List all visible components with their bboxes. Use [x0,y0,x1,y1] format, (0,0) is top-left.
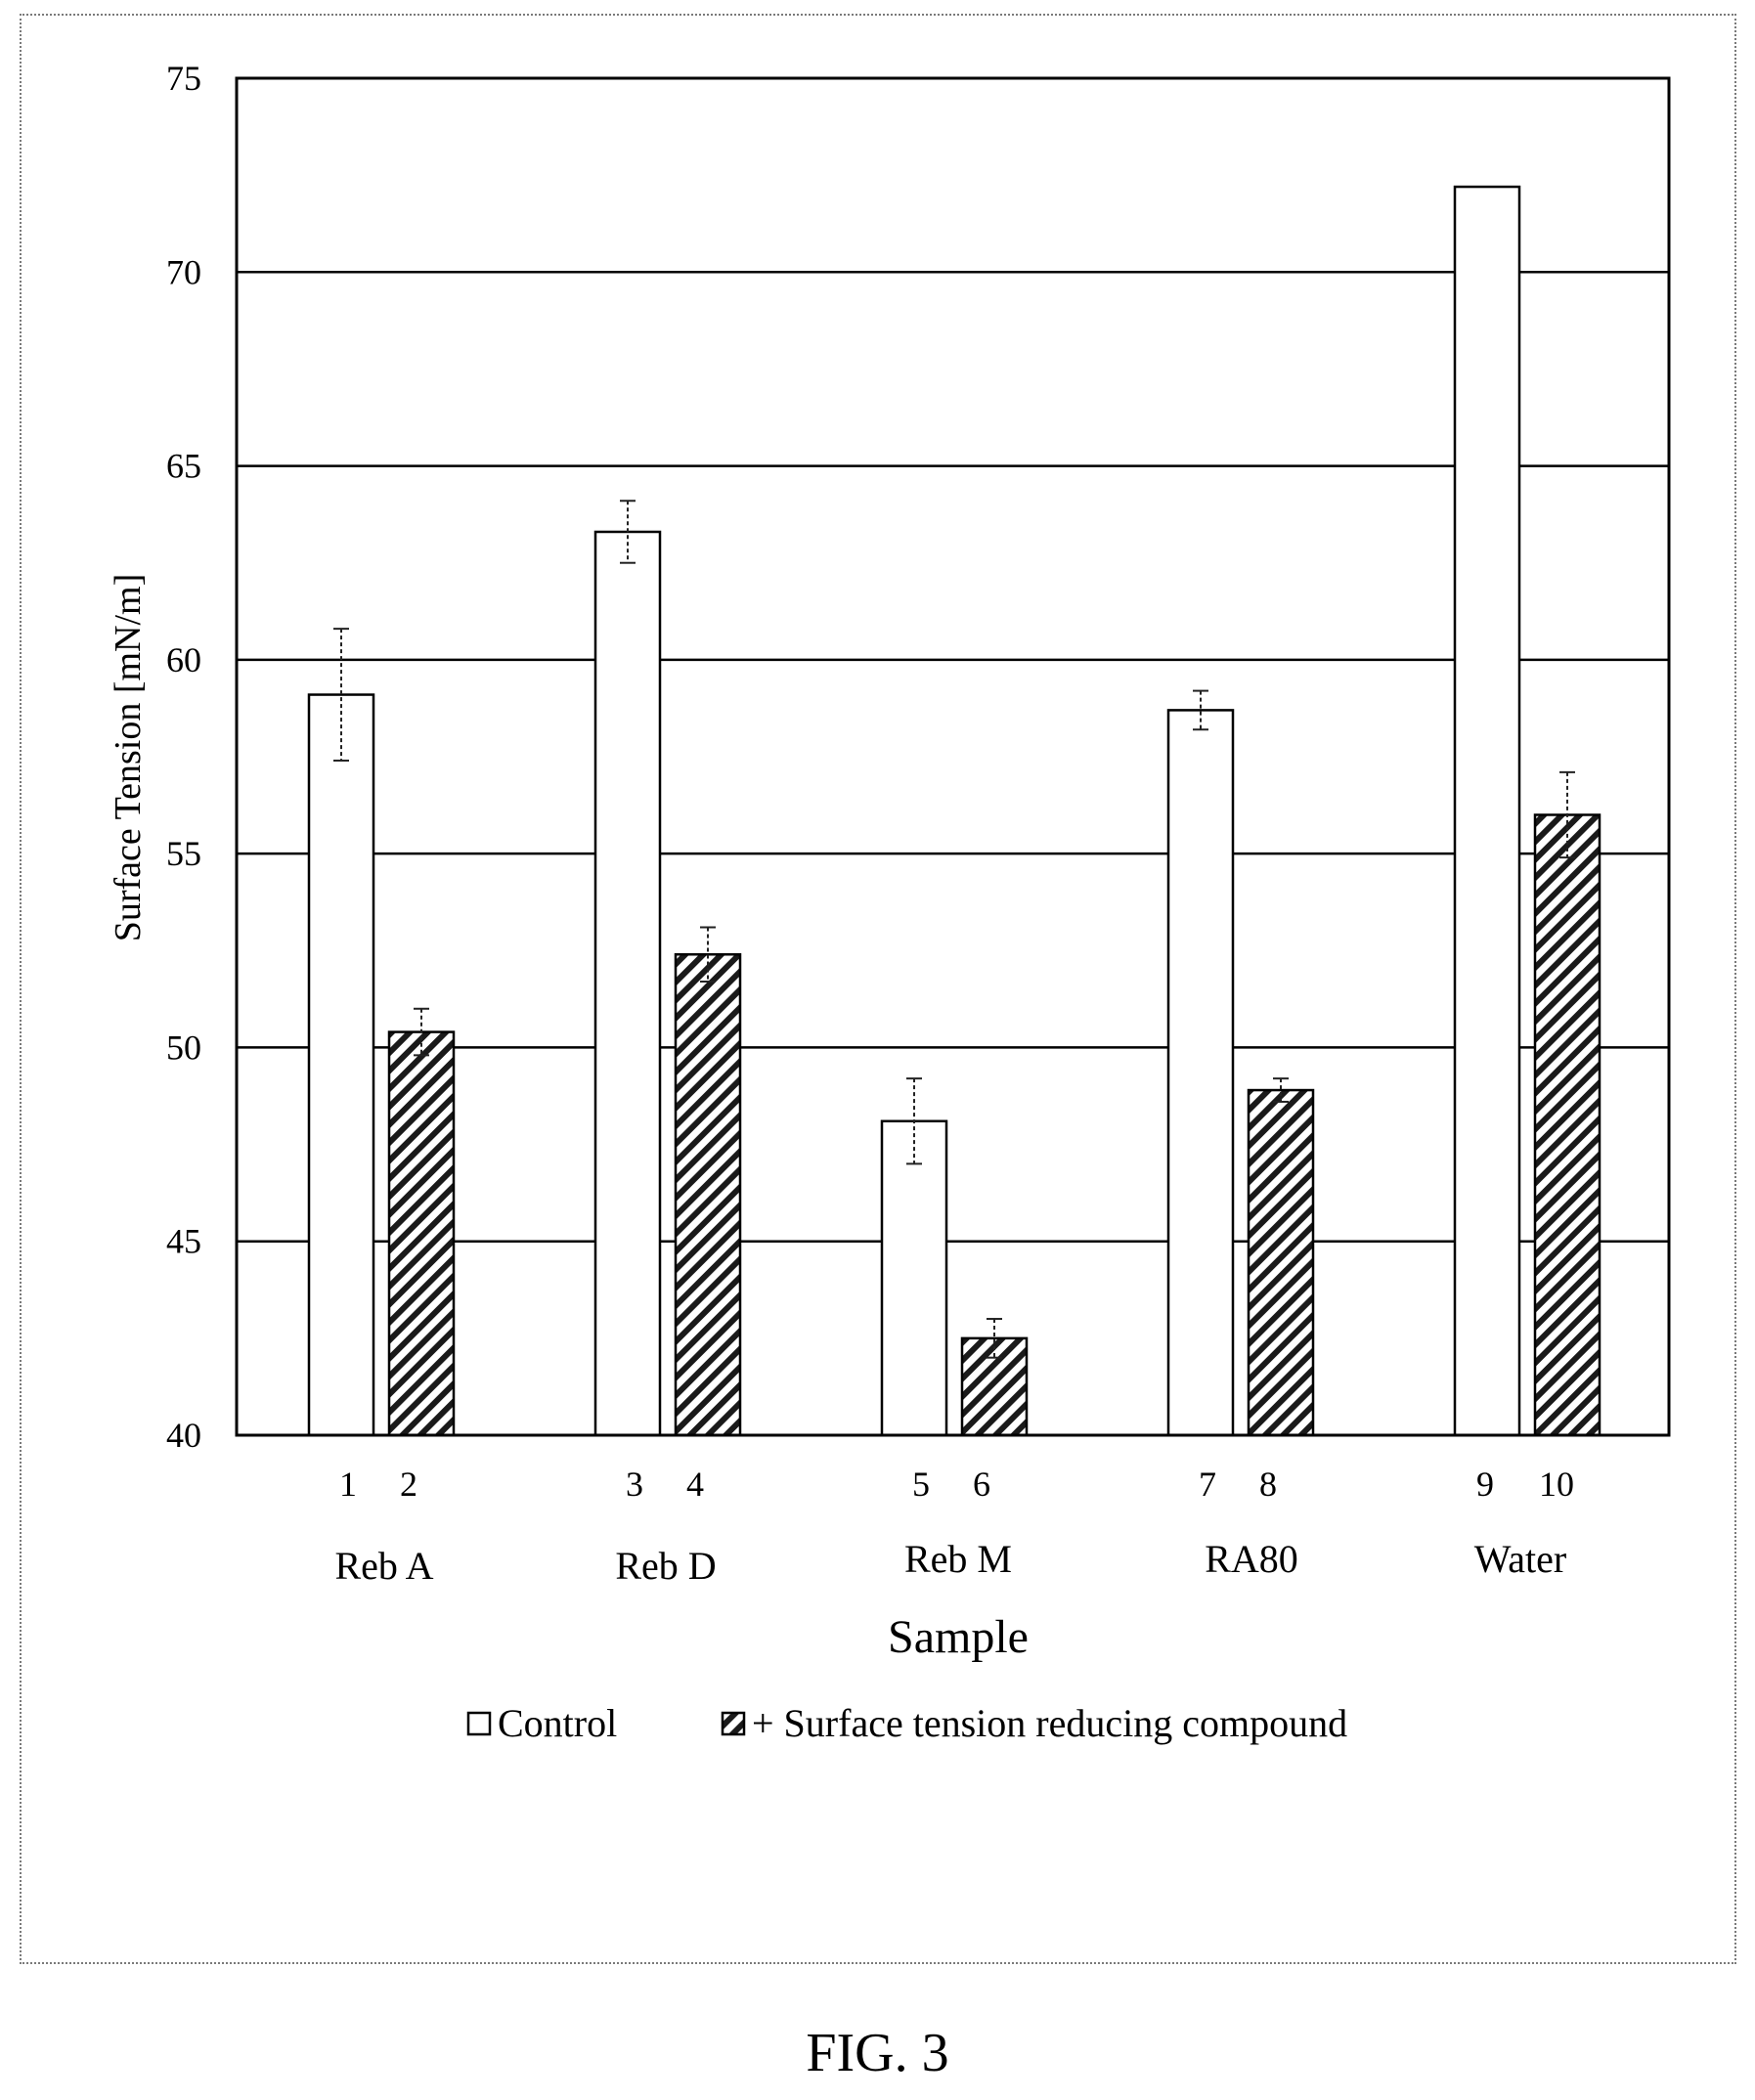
bar [1166,709,1235,1437]
sample-number-label: 1 [339,1465,357,1504]
bar [674,953,742,1437]
x-axis-title: Sample [888,1611,1029,1663]
y-tick-label: 50 [166,1028,201,1067]
bar [1533,813,1601,1437]
y-tick-label: 60 [166,640,201,679]
category-label: RA80 [1205,1537,1298,1581]
bar [387,1030,456,1437]
sample-number-label: 4 [686,1465,704,1504]
bar [960,1336,1029,1437]
bar [593,530,662,1437]
y-tick-label: 45 [166,1222,201,1261]
y-tick-label: 55 [166,834,201,873]
sample-number-label: 7 [1199,1465,1216,1504]
category-label: Reb M [904,1537,1012,1581]
legend-label-control: Control [498,1701,617,1745]
bar [1247,1088,1315,1437]
bar [307,693,375,1437]
y-tick-label: 75 [166,59,201,98]
y-tick-label: 70 [166,252,201,291]
category-label: Reb D [615,1544,716,1588]
bar [880,1119,948,1437]
plot-area-border [235,76,1671,1437]
y-tick-label: 65 [166,447,201,486]
legend-swatch-control [466,1711,492,1736]
legend-swatch-treated [721,1711,746,1736]
sample-number-label: 8 [1259,1465,1277,1504]
sample-number-label: 9 [1476,1465,1494,1504]
sample-number-label: 3 [626,1465,643,1504]
sample-number-label: 6 [973,1465,990,1504]
category-label: Water [1474,1537,1567,1581]
chart-frame [20,14,1736,1964]
y-axis-title: Surface Tension [mN/m] [108,574,149,942]
sample-number-label: 5 [912,1465,930,1504]
legend-label-treated: + Surface tension reducing compound [752,1701,1347,1745]
figure-caption: FIG. 3 [806,2023,949,2083]
y-tick-label: 40 [166,1416,201,1455]
sample-number-label: 2 [400,1465,417,1504]
sample-number-label: 10 [1539,1465,1574,1504]
category-label: Reb A [334,1544,433,1588]
bar [1453,185,1521,1437]
